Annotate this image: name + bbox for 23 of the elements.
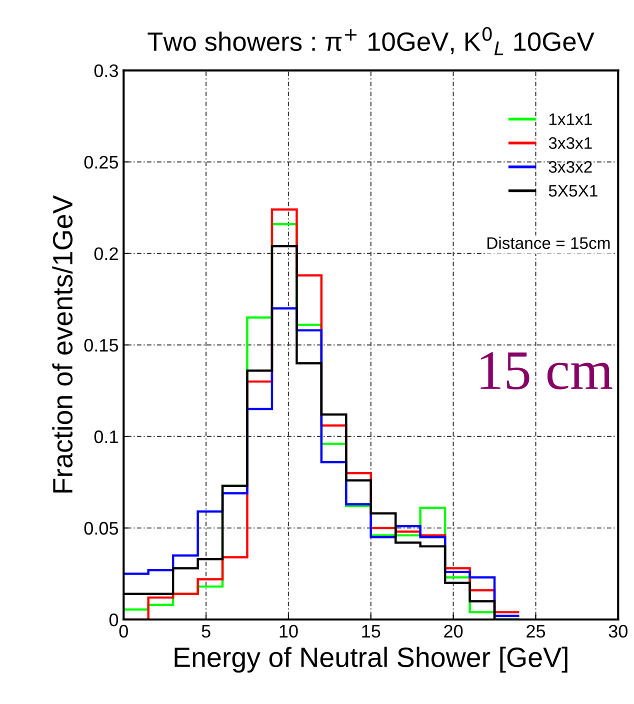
y-tick-label: 0.2 <box>94 247 118 260</box>
x-tick-label: 10 <box>280 624 298 638</box>
y-axis-title: Fraction of events/1GeV <box>52 195 73 492</box>
x-tick-label: 20 <box>444 624 463 638</box>
y-tick-label: 0.15 <box>84 338 118 352</box>
annotation: 15 cm <box>480 352 612 390</box>
annotation: Distance = 15cm <box>488 236 610 250</box>
x-tick-label: 25 <box>526 624 546 638</box>
x-axis-title: Energy of Neutral Shower [GeV] <box>174 646 568 673</box>
legend-label: 3x3x2 <box>548 161 592 173</box>
y-tick-label: 0.25 <box>84 156 118 169</box>
y-tick-label: 0.1 <box>94 430 118 444</box>
y-tick-label: 0.05 <box>84 522 118 535</box>
x-tick-label: 5 <box>202 625 210 638</box>
y-tick-label: 0.3 <box>94 64 118 78</box>
x-tick-label: 0 <box>119 624 128 638</box>
legend-label: 1x1x1 <box>549 113 592 125</box>
y-tick-label: 0 <box>109 613 118 626</box>
chart-title: Two showers : π$^{+}$ 10GeV, K$^{0}$$_{L}$ 10GeV <box>148 26 594 56</box>
x-tick-label: 30 <box>608 624 628 638</box>
x-tick-label: 15 <box>362 625 380 638</box>
legend-label: 5X5X1 <box>548 185 598 197</box>
legend-label: 3x3x1 <box>548 137 592 149</box>
